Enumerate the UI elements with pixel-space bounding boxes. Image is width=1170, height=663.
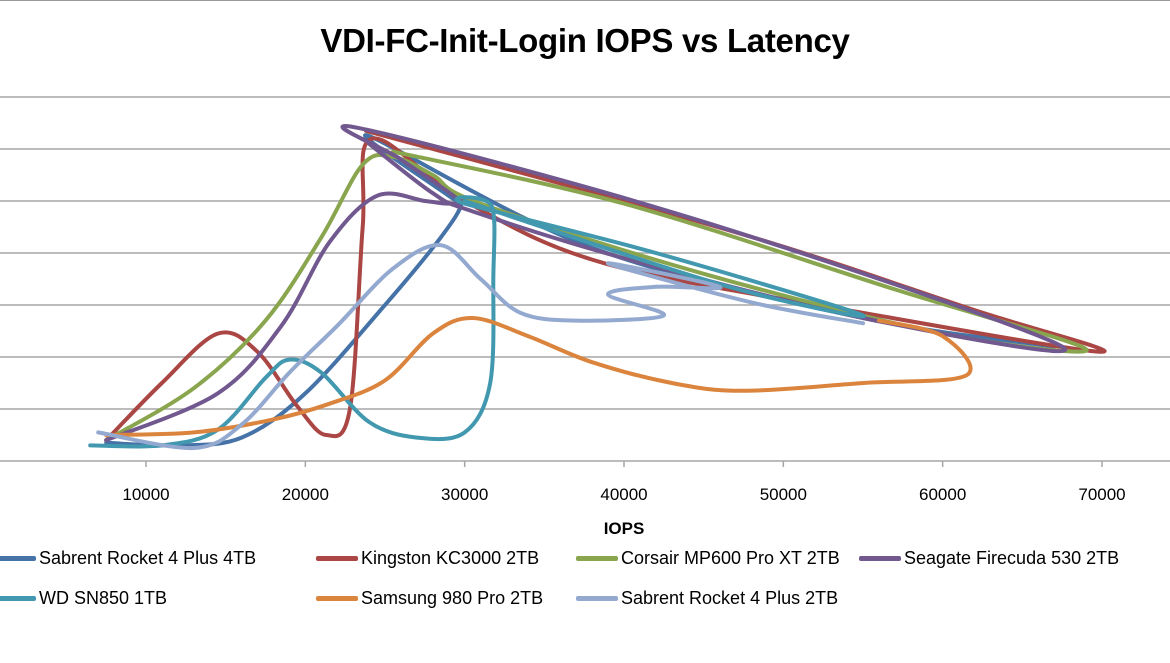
x-tick-label: 20000 <box>282 485 329 504</box>
legend: Sabrent Rocket 4 Plus 4TB Kingston KC3000… <box>0 546 1170 663</box>
legend-swatch-icon <box>316 556 358 561</box>
chart-title: VDI-FC-Init-Login IOPS vs Latency <box>320 22 850 59</box>
series-line-corsair-mp600-pro-xt-2tb <box>104 149 1089 443</box>
legend-item: Seagate Firecuda 530 2TB <box>859 548 1119 569</box>
legend-swatch-icon <box>0 556 36 561</box>
x-axis: 10000 20000 30000 40000 50000 60000 70000 <box>0 460 1170 504</box>
series-line-kingston-kc3000-2tb <box>104 128 1107 443</box>
legend-label: WD SN850 1TB <box>39 588 168 608</box>
legend-label: Sabrent Rocket 4 Plus 4TB <box>39 548 257 568</box>
legend-label: Samsung 980 Pro 2TB <box>361 588 544 608</box>
legend-item: WD SN850 1TB <box>0 588 167 609</box>
legend-item: Sabrent Rocket 4 Plus 2TB <box>576 588 838 609</box>
legend-label: Sabrent Rocket 4 Plus 2TB <box>621 588 839 608</box>
chart-frame-border <box>0 0 1170 1</box>
gridlines <box>0 96 1170 410</box>
legend-label: Kingston KC3000 2TB <box>361 548 540 568</box>
x-tick-label: 30000 <box>441 485 488 504</box>
x-tick-label: 60000 <box>919 485 966 504</box>
series-line-wd-sn850-1tb <box>88 195 866 449</box>
legend-item: Corsair MP600 Pro XT 2TB <box>576 548 840 569</box>
legend-swatch-icon <box>576 556 618 561</box>
series-lines <box>88 124 1107 451</box>
x-tick-label: 50000 <box>760 485 807 504</box>
legend-swatch-icon <box>0 596 36 601</box>
legend-item: Sabrent Rocket 4 Plus 4TB <box>0 548 256 569</box>
legend-label: Corsair MP600 Pro XT 2TB <box>621 548 840 568</box>
legend-item: Samsung 980 Pro 2TB <box>316 588 543 609</box>
x-tick-label: 40000 <box>600 485 647 504</box>
series-line-samsung-980-pro-2tb <box>104 315 973 437</box>
legend-label: Seagate Firecuda 530 2TB <box>904 548 1120 568</box>
legend-swatch-icon <box>859 556 901 561</box>
series-line-sabrent-rocket-4-plus-2tb <box>96 243 865 451</box>
legend-swatch-icon <box>316 596 358 601</box>
legend-swatch-icon <box>576 596 618 601</box>
x-axis-title: IOPS <box>604 519 645 538</box>
x-tick-label: 10000 <box>122 485 169 504</box>
series-line-seagate-firecuda-530-2tb <box>104 124 1068 443</box>
x-tick-label: 70000 <box>1078 485 1125 504</box>
legend-item: Kingston KC3000 2TB <box>316 548 539 569</box>
